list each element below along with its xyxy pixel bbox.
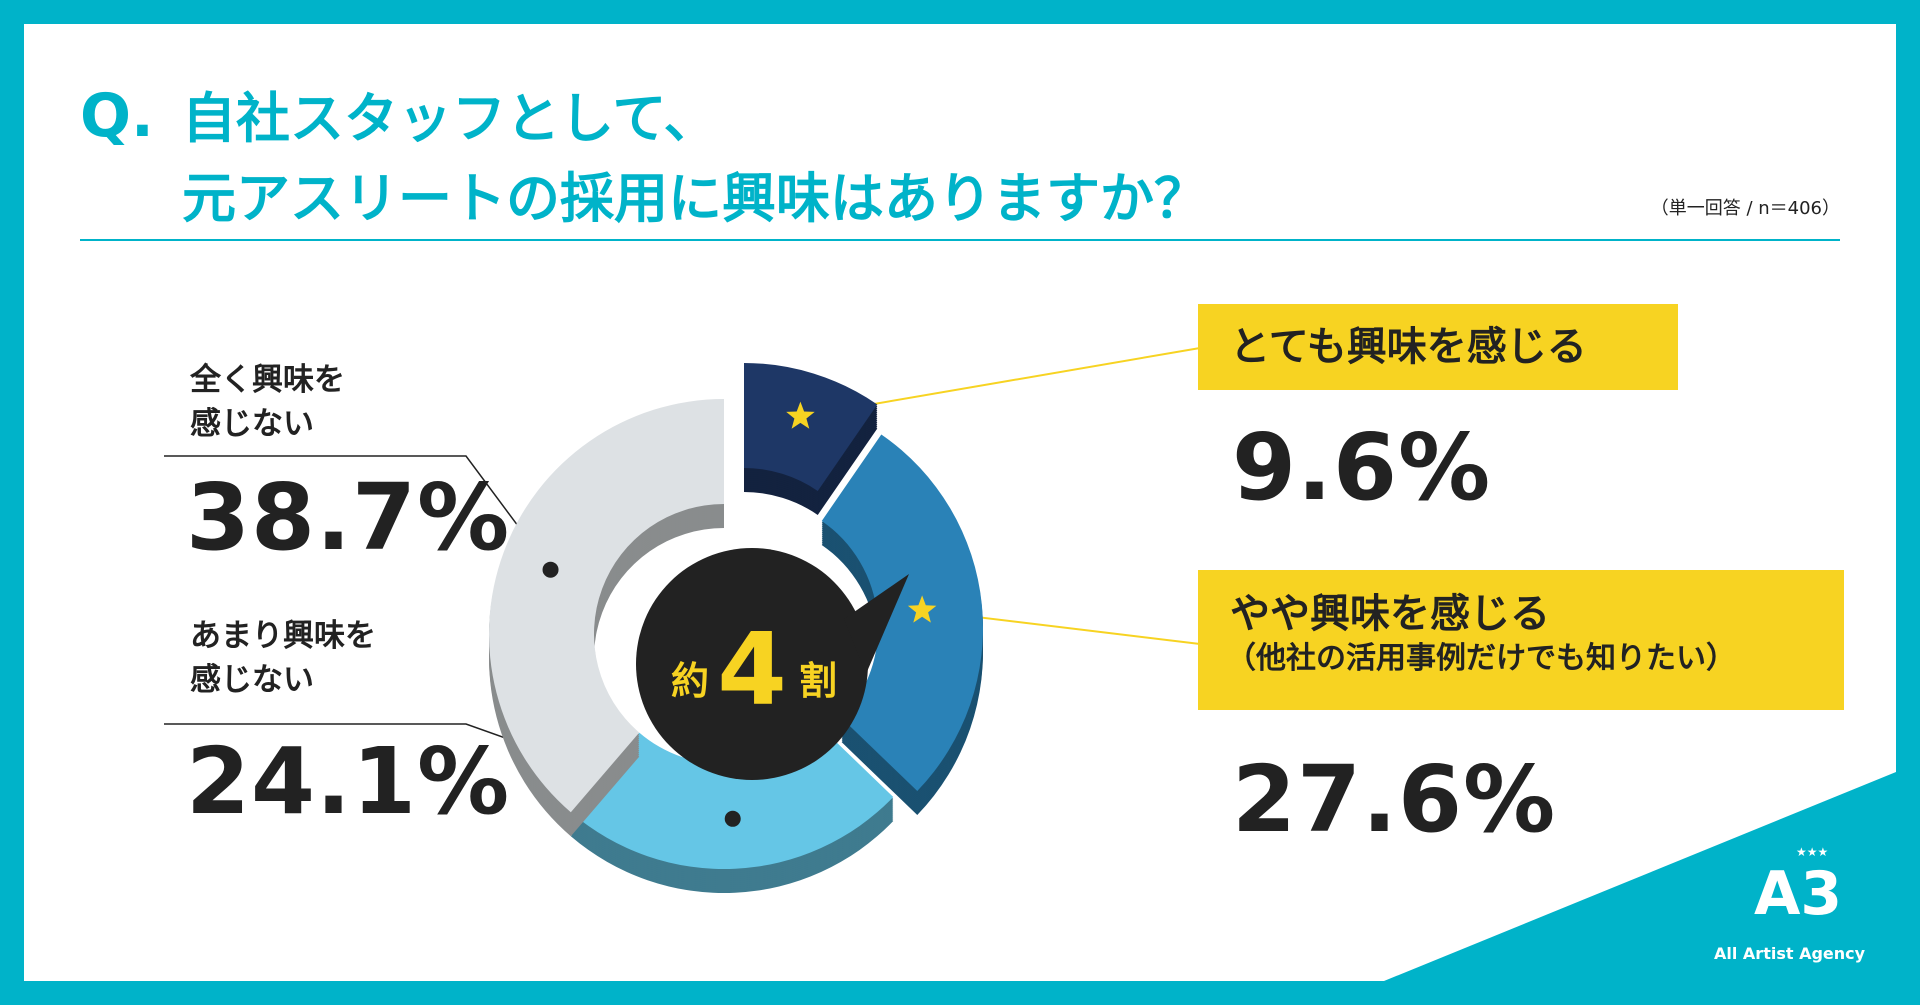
- center-bubble: 約 4 割: [636, 548, 909, 780]
- slice-somewhat: [821, 434, 983, 792]
- value-very: 9.6%: [1232, 414, 1492, 521]
- value-notatall: 38.7%: [186, 464, 511, 571]
- donut-chart: 約 4 割: [164, 347, 1201, 893]
- label-notvery-line2: 感じない: [190, 662, 314, 698]
- label-very: とても興味を感じる: [1230, 324, 1587, 370]
- marker-dot-notvery: [724, 810, 741, 827]
- label-somewhat-line2: （他社の活用事例だけでも知りたい）: [1226, 641, 1736, 676]
- slice-very: [744, 363, 878, 491]
- badge-somewhat: やや興味を感じる （他社の活用事例だけでも知りたい）: [1198, 570, 1844, 710]
- center-bubble-tail: [844, 574, 909, 674]
- center-number: 4: [717, 611, 787, 728]
- label-notatall-line2: 感じない: [190, 406, 314, 442]
- question-mark: Q.: [80, 81, 154, 151]
- sample-info: （単一回答 / n＝406）: [1650, 198, 1840, 219]
- value-somewhat: 27.6%: [1232, 746, 1557, 853]
- center-prefix: 約: [671, 659, 709, 703]
- infographic-card: Q. 自社スタッフとして、 元アスリートの採用に興味はありますか？ （単一回答 …: [24, 24, 1896, 981]
- center-suffix: 割: [799, 659, 837, 703]
- slice-notatall: [489, 399, 724, 813]
- value-notvery: 24.1%: [186, 728, 511, 835]
- logo-stars: ★★★: [1796, 845, 1829, 859]
- label-somewhat-line1: やや興味を感じる: [1230, 591, 1550, 637]
- badge-very: とても興味を感じる: [1198, 304, 1678, 390]
- label-notatall-line1: 全く興味を: [190, 362, 345, 398]
- star-icon: [786, 401, 815, 429]
- question-line-2: 元アスリートの採用に興味はありますか？: [182, 167, 1208, 230]
- logo-mark: A3: [1754, 859, 1843, 929]
- corner-decoration: [1384, 772, 1896, 981]
- logo-text: All Artist Agency: [1714, 944, 1866, 963]
- header-divider: [80, 239, 1840, 241]
- question-line-1: 自社スタッフとして、: [182, 87, 718, 150]
- center-bubble-circle: [636, 548, 868, 780]
- label-notvery-line1: あまり興味を: [190, 618, 376, 654]
- star-icon: [907, 595, 937, 623]
- marker-dot-notatall: [542, 561, 559, 578]
